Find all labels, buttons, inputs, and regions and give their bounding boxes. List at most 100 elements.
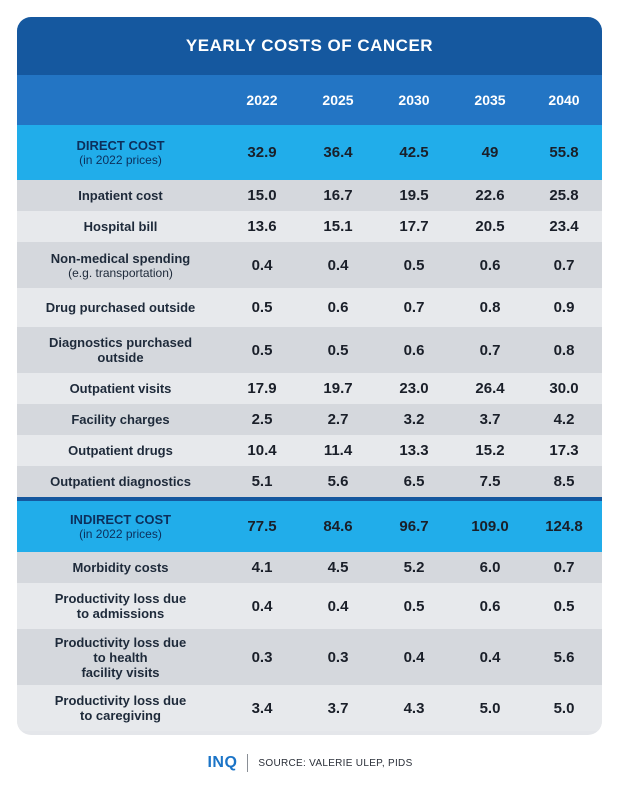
row-label-text: Outpatient drugs xyxy=(68,443,173,458)
value-cell: 6.5 xyxy=(403,473,425,490)
value-cell: 109.0 xyxy=(471,518,509,535)
cost-table-card: YEARLY COSTS OF CANCER 2022 2025 2030 2035 2… xyxy=(17,17,602,735)
row-label-text: Facility charges xyxy=(71,412,170,427)
row-label-text: Productivity loss due to admissions xyxy=(54,591,187,621)
value-cell: 36.4 xyxy=(323,144,353,161)
row-label: Non-medical spending (e.g. transportation… xyxy=(17,242,224,288)
value-cell: 5.2 xyxy=(403,559,425,576)
value-cell: 19.5 xyxy=(399,187,429,204)
table-row: Productivity loss due to caregiving 3.4 3.7… xyxy=(17,685,602,731)
row-label-text: Hospital bill xyxy=(83,219,158,234)
value-cell: 124.8 xyxy=(545,518,583,535)
value-cell: 0.3 xyxy=(327,648,349,666)
value-cell: 0.6 xyxy=(479,256,501,274)
value-cell: 32.9 xyxy=(247,144,277,161)
value-cell: 25.8 xyxy=(549,187,579,204)
row-label-text: Productivity loss due to caregiving xyxy=(54,693,187,723)
value-cell: 5.0 xyxy=(553,699,575,717)
value-cell: 17.9 xyxy=(247,380,277,397)
value-cell: 0.5 xyxy=(403,256,425,274)
value-cell: 15.0 xyxy=(247,187,277,204)
value-cell: 6.0 xyxy=(479,559,501,576)
row-label: Productivity loss due to caregiving xyxy=(17,685,224,731)
row-label-text: Inpatient cost xyxy=(78,188,163,203)
value-cell: 0.5 xyxy=(553,597,575,615)
table-row: Outpatient diagnostics 5.1 5.6 6.5 7.5 8.5 xyxy=(17,466,602,497)
value-cell: 0.6 xyxy=(479,597,501,615)
value-cell: 0.8 xyxy=(553,341,575,359)
row-label: Hospital bill xyxy=(17,211,224,242)
row-label-text: Outpatient visits xyxy=(69,381,172,396)
value-cell: 96.7 xyxy=(399,518,429,535)
value-cell: 0.4 xyxy=(479,648,501,666)
value-cell: 0.4 xyxy=(327,256,349,274)
value-cell: 22.6 xyxy=(475,187,505,204)
row-label: Drug purchased outside xyxy=(17,288,224,327)
value-cell: 49 xyxy=(481,144,499,161)
table-row: Hospital bill 13.6 15.1 17.7 20.5 23.4 xyxy=(17,211,602,242)
value-cell: 17.7 xyxy=(399,218,429,235)
value-cell: 10.4 xyxy=(247,442,277,459)
inq-logo: INQ xyxy=(207,754,238,771)
row-label-text: Outpatient diagnostics xyxy=(50,474,191,489)
footer: INQ SOURCE: VALERIE ULEP, PIDS xyxy=(0,748,620,778)
section-row: DIRECT COST (in 2022 prices) 32.9 36.4 42.5 4… xyxy=(17,125,602,180)
row-label: Morbidity costs xyxy=(17,552,224,583)
row-label: Outpatient diagnostics xyxy=(17,466,224,497)
year-header-2025: 2025 xyxy=(322,92,354,108)
value-cell: 26.4 xyxy=(475,380,505,397)
value-cell: 2.7 xyxy=(327,411,349,428)
row-label: Diagnostics purchased outside xyxy=(17,327,224,373)
value-cell: 3.4 xyxy=(251,699,273,717)
value-cell: 4.3 xyxy=(403,699,425,717)
value-cell: 2.5 xyxy=(251,411,273,428)
value-cell: 0.7 xyxy=(553,256,575,274)
row-sublabel: (e.g. transportation) xyxy=(68,265,173,280)
row-label-text: Diagnostics purchased outside xyxy=(48,335,193,365)
value-cell: 77.5 xyxy=(247,518,277,535)
value-cell: 5.1 xyxy=(251,473,273,490)
value-cell: 5.6 xyxy=(553,648,575,666)
value-cell: 23.0 xyxy=(399,380,429,397)
row-label: Facility charges xyxy=(17,404,224,435)
row-label: Productivity loss due to admissions xyxy=(17,583,224,629)
value-cell: 5.0 xyxy=(479,699,501,717)
row-label-text: Productivity loss due to health facility v… xyxy=(54,634,187,680)
value-cell: 0.6 xyxy=(327,299,349,316)
value-cell: 0.3 xyxy=(251,648,273,666)
table-row: Inpatient cost 15.0 16.7 19.5 22.6 25.8 xyxy=(17,180,602,211)
table-row: Drug purchased outside 0.5 0.6 0.7 0.8 0.9 xyxy=(17,288,602,327)
row-label: DIRECT COST (in 2022 prices) xyxy=(17,125,224,180)
value-cell: 11.4 xyxy=(323,442,353,459)
value-cell: 0.4 xyxy=(251,597,273,615)
row-sublabel: (in 2022 prices) xyxy=(79,153,162,167)
value-cell: 0.7 xyxy=(403,299,425,316)
value-cell: 17.3 xyxy=(549,442,579,459)
row-label: Outpatient visits xyxy=(17,373,224,404)
value-cell: 30.0 xyxy=(549,380,579,397)
row-label-text: DIRECT COST xyxy=(76,138,165,153)
value-cell: 20.5 xyxy=(475,218,505,235)
value-cell: 5.6 xyxy=(327,473,349,490)
value-cell: 7.5 xyxy=(479,473,501,490)
value-cell: 15.2 xyxy=(475,442,505,459)
value-cell: 0.5 xyxy=(403,597,425,615)
row-label-text: Non-medical spending xyxy=(50,250,191,266)
value-cell: 13.3 xyxy=(399,442,429,459)
value-cell: 4.2 xyxy=(553,411,575,428)
row-label: Outpatient drugs xyxy=(17,435,224,466)
value-cell: 0.4 xyxy=(403,648,425,666)
value-cell: 15.1 xyxy=(323,218,353,235)
source-text: SOURCE: VALERIE ULEP, PIDS xyxy=(258,757,413,769)
value-cell: 0.7 xyxy=(479,341,501,359)
value-cell: 55.8 xyxy=(549,144,579,161)
table-row: Outpatient visits 17.9 19.7 23.0 26.4 30.0 xyxy=(17,373,602,404)
value-cell: 84.6 xyxy=(323,518,353,535)
value-cell: 4.1 xyxy=(251,559,273,576)
value-cell: 8.5 xyxy=(553,473,575,490)
value-cell: 16.7 xyxy=(323,187,353,204)
section-row: INDIRECT COST (in 2022 prices) 77.5 84.6 96.… xyxy=(17,497,602,552)
value-cell: 19.7 xyxy=(323,380,353,397)
row-sublabel: (in 2022 prices) xyxy=(79,527,162,541)
value-cell: 0.4 xyxy=(327,597,349,615)
